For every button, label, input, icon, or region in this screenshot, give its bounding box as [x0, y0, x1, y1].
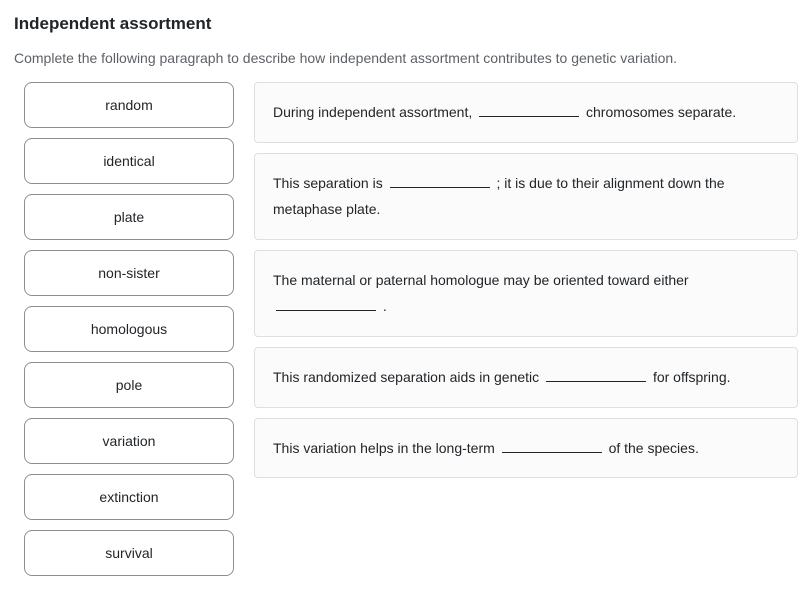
sentence-box: During independent assortment, chromosom…: [254, 82, 798, 143]
sentence-post: .: [383, 298, 387, 314]
content-row: random identical plate non-sister homolo…: [14, 82, 798, 576]
term-tile[interactable]: homologous: [24, 306, 234, 352]
term-tile[interactable]: pole: [24, 362, 234, 408]
term-tile[interactable]: non-sister: [24, 250, 234, 296]
term-tile[interactable]: identical: [24, 138, 234, 184]
term-tile[interactable]: survival: [24, 530, 234, 576]
sentence-pre: During independent assortment,: [273, 104, 476, 120]
blank-drop-target[interactable]: [546, 369, 646, 382]
sentence-box: This randomized separation aids in genet…: [254, 347, 798, 408]
term-tile[interactable]: extinction: [24, 474, 234, 520]
exercise-container: Independent assortment Complete the foll…: [0, 0, 812, 590]
terms-column: random identical plate non-sister homolo…: [14, 82, 234, 576]
blank-drop-target[interactable]: [276, 299, 376, 312]
sentence-box: The maternal or paternal homologue may b…: [254, 250, 798, 337]
sentence-post: for offspring.: [653, 369, 731, 385]
sentence-box: This separation is ; it is due to their …: [254, 153, 798, 240]
page-title: Independent assortment: [14, 14, 798, 34]
sentence-post: chromosomes separate.: [586, 104, 736, 120]
term-tile[interactable]: random: [24, 82, 234, 128]
sentences-column: During independent assortment, chromosom…: [254, 82, 798, 478]
sentence-pre: The maternal or paternal homologue may b…: [273, 272, 689, 288]
sentence-pre: This randomized separation aids in genet…: [273, 369, 543, 385]
instruction-text: Complete the following paragraph to desc…: [14, 50, 798, 66]
blank-drop-target[interactable]: [479, 104, 579, 117]
term-tile[interactable]: variation: [24, 418, 234, 464]
sentence-post: of the species.: [609, 440, 699, 456]
sentence-pre: This variation helps in the long-term: [273, 440, 499, 456]
term-tile[interactable]: plate: [24, 194, 234, 240]
sentence-box: This variation helps in the long-term of…: [254, 418, 798, 479]
sentence-pre: This separation is: [273, 175, 387, 191]
blank-drop-target[interactable]: [502, 440, 602, 453]
blank-drop-target[interactable]: [390, 175, 490, 188]
